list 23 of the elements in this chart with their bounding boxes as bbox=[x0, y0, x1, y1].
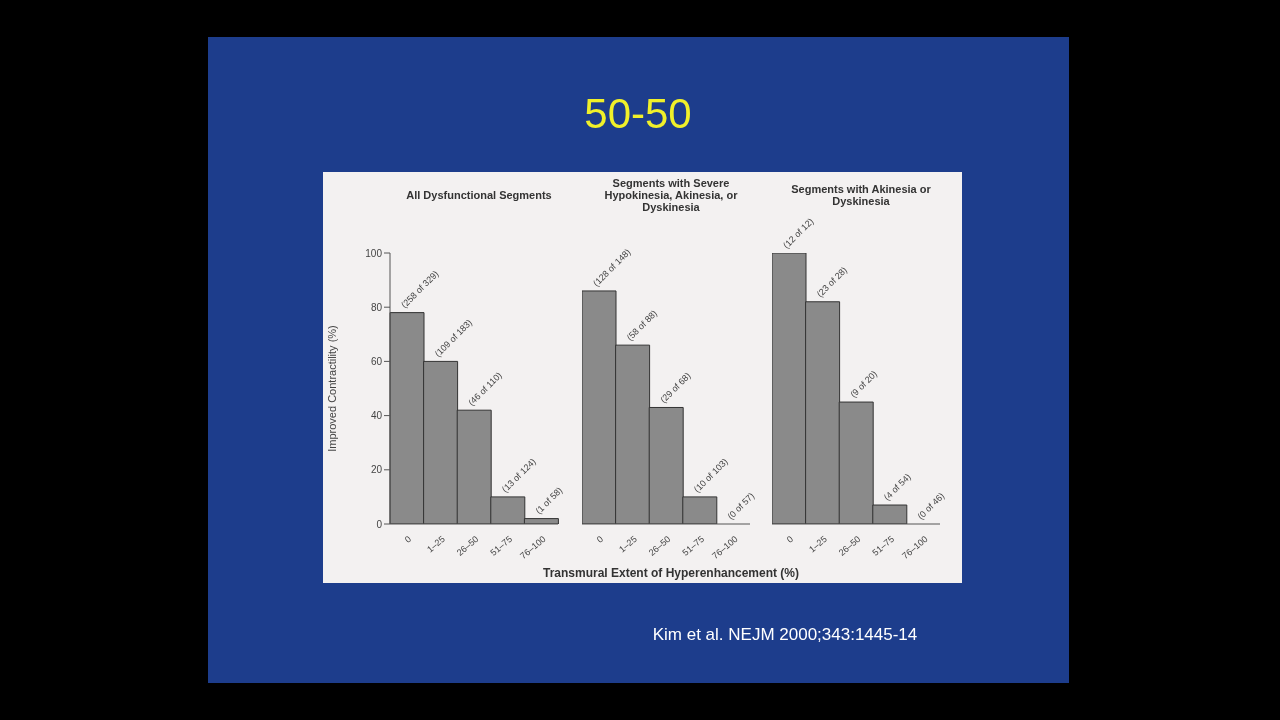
y-tick-label: 60 bbox=[370, 355, 383, 367]
y-tick-label: 100 bbox=[365, 247, 383, 259]
y-axis-title: Improved Contractility (%) bbox=[325, 325, 338, 452]
text: (4 of 54) bbox=[881, 471, 913, 503]
text: 50-50 bbox=[583, 90, 693, 138]
text: Kim et al. NEJM 2000;343:1445-14 bbox=[651, 625, 919, 645]
y-tick-label: 20 bbox=[370, 464, 383, 476]
y-tick-label: 80 bbox=[370, 301, 383, 313]
text: (23 of 28) bbox=[814, 264, 850, 300]
x-tick-label: 0 bbox=[402, 534, 414, 545]
x-tick-label: 0 bbox=[594, 534, 606, 545]
text: (9 of 20) bbox=[848, 368, 880, 400]
x-tick-label: 0 bbox=[784, 534, 796, 545]
y-tick-label: 0 bbox=[376, 518, 383, 530]
chart-title: Segments with Severe Hypokinesia, Akinesia, or Dyskinesia bbox=[603, 176, 739, 215]
chart-title: All Dysfunctional Segments bbox=[405, 188, 553, 203]
x-axis-title: Transmural Extent of Hyperenhancement (%) bbox=[541, 566, 801, 580]
y-tick-label: 40 bbox=[370, 410, 383, 422]
text: (58 of 88) bbox=[624, 308, 660, 343]
text: (12 of 12) bbox=[781, 216, 816, 251]
text: (29 of 68) bbox=[658, 370, 693, 405]
chart-title: Segments with Akinesia or Dyskinesia bbox=[790, 182, 932, 209]
text: (0 of 46) bbox=[915, 490, 947, 522]
